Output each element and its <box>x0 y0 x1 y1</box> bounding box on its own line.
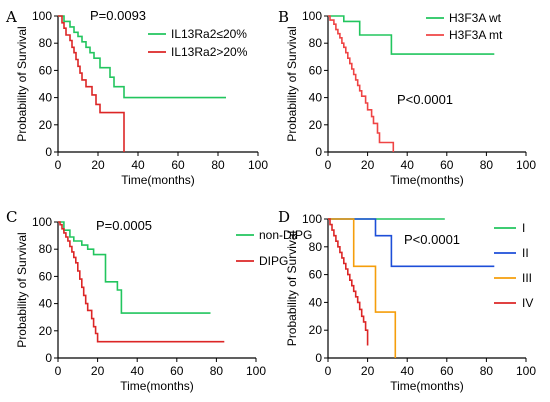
p-value-annotation: P=0.0005 <box>96 218 152 233</box>
x-axis-label: Time(months) <box>390 173 464 187</box>
y-tick-label: 20 <box>309 323 323 337</box>
legend: non-DIPG DIPG <box>236 228 312 268</box>
y-tick-label: 0 <box>315 145 322 159</box>
series-line-dipg <box>58 221 225 343</box>
y-tick-label: 80 <box>309 36 323 50</box>
x-axis-label: Time(months) <box>120 379 194 393</box>
x-axis-label: Time(months) <box>390 379 464 393</box>
y-tick-label: 40 <box>39 91 53 105</box>
p-value-annotation: P<0.0001 <box>397 92 453 107</box>
series-line-iii <box>328 218 397 358</box>
x-tick-label: 100 <box>516 364 536 378</box>
panel-letter: A <box>5 8 17 26</box>
x-axis-label: Time(months) <box>121 173 195 187</box>
legend-label: III <box>522 271 532 285</box>
x-tick-label: 0 <box>325 364 332 378</box>
x-tick-label: 0 <box>55 364 62 378</box>
series-line-ii <box>328 218 495 268</box>
y-tick-label: 80 <box>309 240 323 254</box>
x-tick-label: 80 <box>480 158 494 172</box>
x-tick-label: 0 <box>325 158 332 172</box>
legend-label: IL13Ra2>20% <box>171 45 248 59</box>
x-tick-label: 80 <box>210 364 224 378</box>
y-axis-label: Probability of Survival <box>15 26 29 141</box>
x-tick-label: 20 <box>91 364 105 378</box>
series-line-non-dipg <box>58 221 211 314</box>
x-tick-label: 40 <box>401 158 415 172</box>
legend-label: non-DIPG <box>259 228 312 242</box>
legend-label: IL13Ra2≤20% <box>171 27 247 41</box>
series-line-iv <box>328 218 369 346</box>
x-tick-label: 40 <box>401 364 415 378</box>
panel-letter: B <box>278 8 289 26</box>
x-tick-label: 40 <box>131 364 145 378</box>
y-tick-label: 0 <box>45 351 52 365</box>
y-axis-label: Probability of Survival <box>15 232 29 347</box>
p-value-annotation: P=0.0093 <box>90 8 146 23</box>
y-tick-label: 40 <box>309 295 323 309</box>
series-line-h3f3a-wt <box>328 15 495 55</box>
legend-label: IV <box>522 296 533 310</box>
panel-letter: D <box>278 208 290 226</box>
panel-c: C 0 20 40 60 80 100 0 20 40 60 80 100 Time(months) Pro… <box>6 208 312 393</box>
x-tick-label: 80 <box>480 364 494 378</box>
legend-label: II <box>522 246 529 260</box>
panel-a: A 0 20 40 60 80 100 0 20 40 60 80 100 Time(months) Pro… <box>5 8 268 187</box>
x-tick-label: 60 <box>440 158 454 172</box>
legend-label: H3F3A mt <box>449 28 503 42</box>
legend: H3F3A wt H3F3A mt <box>426 11 503 42</box>
p-value-annotation: P<0.0001 <box>404 232 460 247</box>
legend-label: H3F3A wt <box>449 11 502 25</box>
x-tick-label: 100 <box>248 158 268 172</box>
y-tick-label: 60 <box>39 269 53 283</box>
series-line-il13ra2-20- <box>58 15 226 99</box>
legend-label: DIPG <box>259 254 288 268</box>
legend: IL13Ra2≤20% IL13Ra2>20% <box>148 27 248 59</box>
y-tick-label: 80 <box>39 36 53 50</box>
panel-b: B 0 20 40 60 80 100 0 20 40 60 80 100 Time(months) Pro… <box>278 8 536 187</box>
x-tick-label: 20 <box>91 158 105 172</box>
y-tick-label: 40 <box>39 297 53 311</box>
y-tick-label: 100 <box>32 9 52 23</box>
panel-d: D 0 20 40 60 80 100 0 20 40 60 80 100 Time(months) Pro… <box>278 208 536 393</box>
y-tick-label: 40 <box>309 91 323 105</box>
series-line-il13ra2-20- <box>58 15 125 152</box>
x-tick-label: 20 <box>361 364 375 378</box>
y-tick-label: 60 <box>309 63 323 77</box>
x-tick-label: 60 <box>440 364 454 378</box>
x-tick-label: 100 <box>246 364 266 378</box>
x-tick-label: 80 <box>211 158 225 172</box>
y-axis-label: Probability of Survival <box>285 26 299 141</box>
y-tick-label: 100 <box>302 212 322 226</box>
x-tick-label: 60 <box>171 158 185 172</box>
panel-letter: C <box>6 208 17 226</box>
y-tick-label: 20 <box>39 118 53 132</box>
y-tick-label: 100 <box>302 9 322 23</box>
x-tick-label: 20 <box>361 158 375 172</box>
y-tick-label: 20 <box>39 324 53 338</box>
y-tick-label: 100 <box>32 215 52 229</box>
y-tick-label: 60 <box>309 268 323 282</box>
x-tick-label: 100 <box>516 158 536 172</box>
y-tick-label: 0 <box>315 351 322 365</box>
x-tick-label: 60 <box>170 364 184 378</box>
y-tick-label: 60 <box>39 63 53 77</box>
y-axis-label: Probability of Survival <box>285 231 299 346</box>
y-tick-label: 0 <box>45 145 52 159</box>
x-tick-label: 40 <box>131 158 145 172</box>
x-tick-label: 0 <box>55 158 62 172</box>
y-tick-label: 20 <box>309 118 323 132</box>
y-tick-label: 80 <box>39 242 53 256</box>
legend-label: I <box>522 221 525 235</box>
series-line-h3f3a-mt <box>328 15 395 152</box>
